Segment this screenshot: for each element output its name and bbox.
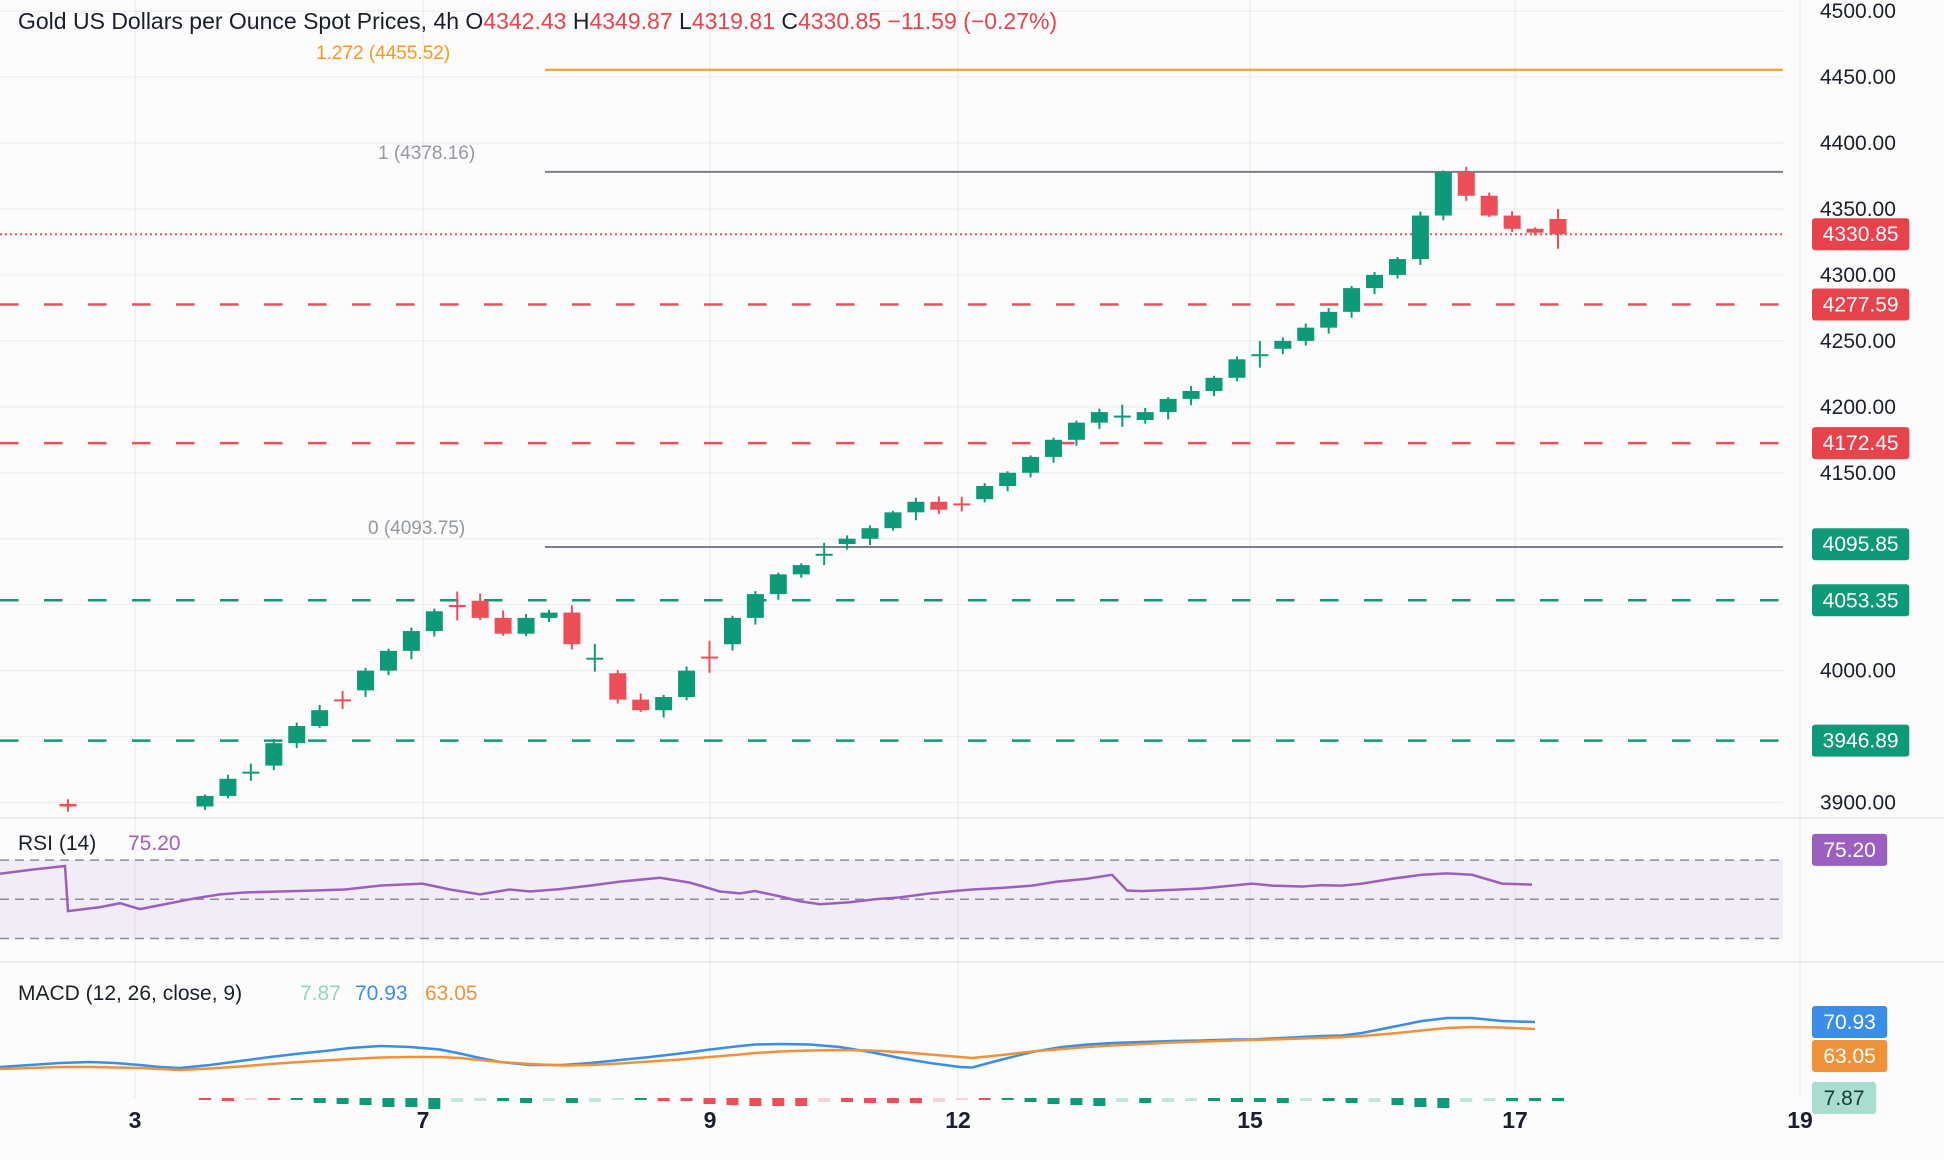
svg-text:4053.35: 4053.35: [1823, 589, 1899, 612]
svg-text:1 (4378.16): 1 (4378.16): [378, 143, 475, 164]
svg-text:4300.00: 4300.00: [1820, 264, 1896, 287]
svg-text:1.272 (4455.52): 1.272 (4455.52): [316, 43, 450, 64]
svg-text:63.05: 63.05: [425, 982, 478, 1005]
svg-text:9: 9: [704, 1107, 717, 1133]
svg-text:15: 15: [1237, 1107, 1263, 1133]
svg-text:Gold US Dollars per Ounce Spot: Gold US Dollars per Ounce Spot Prices, 4…: [18, 8, 1057, 34]
svg-text:19: 19: [1787, 1107, 1813, 1133]
svg-text:4500.00: 4500.00: [1820, 0, 1896, 23]
svg-text:MACD (12, 26, close, 9): MACD (12, 26, close, 9): [18, 982, 242, 1005]
svg-text:63.05: 63.05: [1823, 1045, 1876, 1068]
svg-text:0 (4093.75): 0 (4093.75): [368, 518, 465, 539]
svg-text:3900.00: 3900.00: [1820, 792, 1896, 815]
svg-text:4400.00: 4400.00: [1820, 132, 1896, 155]
svg-text:70.93: 70.93: [1823, 1011, 1876, 1034]
svg-text:4095.85: 4095.85: [1823, 533, 1899, 556]
svg-text:4250.00: 4250.00: [1820, 330, 1896, 353]
svg-text:7.87: 7.87: [1824, 1087, 1865, 1110]
svg-text:17: 17: [1502, 1107, 1528, 1133]
svg-text:4350.00: 4350.00: [1820, 198, 1896, 221]
svg-text:12: 12: [945, 1107, 971, 1133]
svg-text:7: 7: [417, 1107, 430, 1133]
svg-text:4172.45: 4172.45: [1823, 432, 1899, 455]
svg-text:7.87: 7.87: [300, 982, 341, 1005]
svg-text:4150.00: 4150.00: [1820, 462, 1896, 485]
svg-text:4200.00: 4200.00: [1820, 396, 1896, 419]
svg-text:4277.59: 4277.59: [1823, 293, 1899, 316]
svg-text:70.93: 70.93: [355, 982, 408, 1005]
svg-text:4000.00: 4000.00: [1820, 660, 1896, 683]
svg-text:75.20: 75.20: [128, 832, 181, 855]
svg-text:4330.85: 4330.85: [1823, 223, 1899, 246]
svg-text:3946.89: 3946.89: [1823, 730, 1899, 753]
svg-text:4450.00: 4450.00: [1820, 66, 1896, 89]
svg-text:RSI (14): RSI (14): [18, 832, 96, 855]
svg-text:75.20: 75.20: [1823, 839, 1876, 862]
svg-text:3: 3: [129, 1107, 142, 1133]
